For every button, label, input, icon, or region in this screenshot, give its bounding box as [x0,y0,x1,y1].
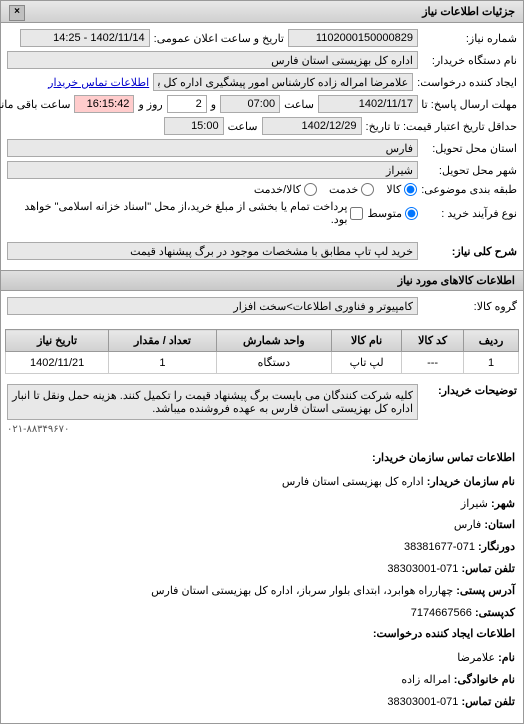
creator-name-val: علامرضا [457,652,495,664]
delivery-city-input[interactable] [7,161,418,179]
package-partial-label: خدمت [329,183,358,196]
col-name: نام کالا [332,330,402,352]
col-qty: تعداد / مقدار [109,330,216,352]
package-type-group: کالا خدمت کالا/خدمت [254,183,417,196]
cell-qty: 1 [109,352,216,374]
postal-key: کدپستی: [475,607,515,619]
col-code: کد کالا [402,330,464,352]
creator-family-val: امراله زاده [401,674,450,686]
general-desc-section: شرح کلی نیاز: [1,236,523,270]
panel-header: جزئیات اطلاعات نیاز × [1,1,523,23]
creator-family-key: نام خانوادگی: [454,674,515,686]
response-days-input[interactable] [167,95,207,113]
general-desc-label: شرح کلی نیاز: [422,245,517,258]
goods-group-input[interactable] [7,297,418,315]
org-name-key: نام سازمان خریدار: [427,476,515,488]
buyer-org-label: نام دستگاه خریدار: [422,54,517,67]
cell-date: 1402/11/21 [6,352,109,374]
province-key: استان: [484,519,515,531]
cell-row: 1 [464,352,519,374]
delivery-city-label: شهر محل تحویل: [422,164,517,177]
response-time-input[interactable] [220,95,280,113]
phone-footer: ۰۲۱-۸۸۳۴۹۶۷۰ [7,424,69,435]
request-creator-label: ایجاد کننده درخواست: [417,76,517,89]
phone-key: تلفن تماس: [461,563,515,575]
purchase-medium-option[interactable]: متوسط [367,207,418,220]
contact-details-section: اطلاعات تماس سازمان خریدار: نام سازمان خ… [1,441,523,723]
package-partial-option[interactable]: خدمت [329,183,374,196]
creator-phone-val: 071-38303001 [387,696,458,708]
response-and-label: و [211,98,216,111]
purchase-type-label: نوع فرآیند خرید : [422,207,517,220]
delivery-province-label: استان محل تحویل: [422,142,517,155]
form-section: شماره نیاز: تاریخ و ساعت اعلان عمومی: نا… [1,23,523,236]
buyer-notes-section: توضیحات خریدار: کلیه شرکت کنندگان می بای… [1,378,523,441]
city-key: شهر: [491,498,515,510]
col-row: ردیف [464,330,519,352]
cell-code: --- [402,352,464,374]
general-desc-input[interactable] [7,242,418,260]
main-panel: جزئیات اطلاعات نیاز × شماره نیاز: تاریخ … [0,0,524,724]
city-val: شیراز [461,498,488,510]
goods-group-label: گروه کالا: [422,300,517,313]
address-key: آدرس پستی: [456,585,515,597]
package-split-label: کالا/خدمت [254,183,301,196]
goods-table-container: ردیف کد کالا نام کالا واحد شمارش تعداد /… [1,325,523,378]
purchase-note-checkbox[interactable] [350,207,363,220]
cell-name: لپ تاپ [332,352,402,374]
package-partial-radio[interactable] [361,183,374,196]
close-button[interactable]: × [9,5,25,21]
goods-info-header: اطلاعات کالاهای مورد نیاز [1,270,523,291]
buyer-contact-button[interactable]: اطلاعات تماس خریدار [48,76,149,89]
response-deadline-label: مهلت ارسال پاسخ: تا تاریخ: [422,98,517,111]
province-val: فارس [454,519,481,531]
response-remaining-text: ساعت باقی مانده [0,98,70,111]
goods-table: ردیف کد کالا نام کالا واحد شمارش تعداد /… [5,329,519,374]
package-split-option[interactable]: کالا/خدمت [254,183,317,196]
contact-header1: اطلاعات تماس سازمان خریدار: [9,449,515,469]
org-name-val: اداره کل بهزیستی استان فارس [282,476,424,488]
validity-deadline-label: حداقل تاریخ اعتبار قیمت: تا تاریخ: [366,120,517,133]
announce-date-input[interactable] [20,29,150,47]
col-unit: واحد شمارش [216,330,331,352]
postal-val: 7174667566 [411,607,472,619]
table-row[interactable]: 1 --- لپ تاپ دستگاه 1 1402/11/21 [6,352,519,374]
response-remaining-input[interactable] [74,95,134,113]
col-date: تاریخ نیاز [6,330,109,352]
package-split-radio[interactable] [304,183,317,196]
creator-name-key: نام: [498,652,515,664]
fax-key: دورنگار: [478,541,515,553]
purchase-medium-label: متوسط [367,207,402,220]
phone-val: 071-38303001 [387,563,458,575]
purchase-note-option[interactable]: پرداخت تمام یا بخشی از مبلغ خرید،از محل … [7,200,363,226]
need-number-input[interactable] [288,29,418,47]
table-header-row: ردیف کد کالا نام کالا واحد شمارش تعداد /… [6,330,519,352]
response-remaining-label: روز و [138,98,162,111]
fax-val: 071-38381677 [404,541,475,553]
package-type-label: طبقه بندی موضوعی: [421,183,517,196]
address-val: چهارراه هوابرد، ابتدای بلوار سرباز، ادار… [151,585,453,597]
package-all-label: کالا [386,183,401,196]
request-creator-input[interactable] [153,73,413,91]
package-all-option[interactable]: کالا [386,183,417,196]
package-all-radio[interactable] [404,183,417,196]
response-date-input[interactable] [318,95,418,113]
validity-date-input[interactable] [262,117,362,135]
buyer-notes-value: کلیه شرکت کنندگان می بایست برگ پیشنهاد ق… [7,384,418,420]
announce-date-label: تاریخ و ساعت اعلان عمومی: [154,32,284,45]
creator-phone-key: تلفن تماس: [461,696,515,708]
contact-header2: اطلاعات ایجاد کننده درخواست: [9,625,515,645]
buyer-notes-label: توضیحات خریدار: [422,384,517,397]
purchase-note-label: پرداخت تمام یا بخشی از مبلغ خرید،از محل … [7,200,347,226]
goods-group-section: گروه کالا: [1,291,523,325]
purchase-medium-radio[interactable] [405,207,418,220]
panel-title: جزئیات اطلاعات نیاز [422,6,515,18]
validity-time-label: ساعت [228,120,258,133]
need-number-label: شماره نیاز: [422,32,517,45]
buyer-org-input[interactable] [7,51,418,69]
validity-time-input[interactable] [164,117,224,135]
cell-unit: دستگاه [216,352,331,374]
delivery-province-input[interactable] [7,139,418,157]
response-time-label: ساعت [284,98,314,111]
